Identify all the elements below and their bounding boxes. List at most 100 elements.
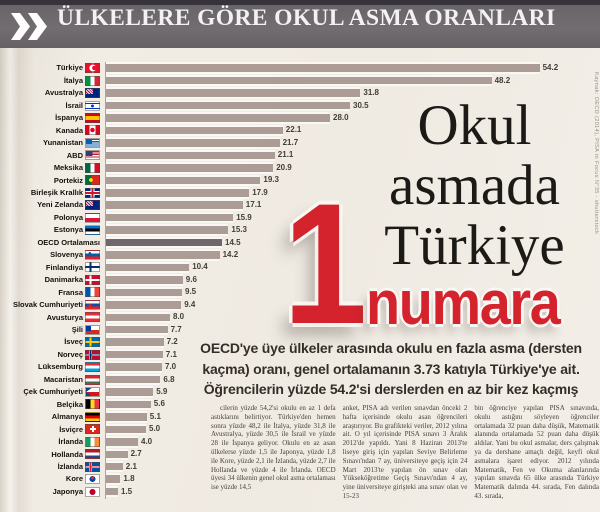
- bar-value: 4.0: [141, 436, 153, 446]
- flag-icon-pl: [85, 212, 100, 223]
- chart-row: Meksika 20.9: [0, 162, 600, 174]
- flag-icon-no: [85, 349, 100, 360]
- flag-icon-au: [85, 88, 100, 99]
- chart-row: Yeni Zelanda 17.1: [0, 199, 600, 211]
- flag-icon-lu: [85, 362, 100, 373]
- bar-value: 9.5: [185, 287, 197, 297]
- country-label: İsrail: [65, 100, 83, 110]
- country-label-group: Avusturya: [0, 312, 103, 323]
- country-label: Slovenya: [50, 250, 83, 260]
- article-columns: cilerin yüzde 54,2'si okulu en az 1 defa…: [211, 404, 599, 510]
- country-label: OECD Ortalaması: [37, 237, 100, 247]
- bar-value: 5.9: [156, 387, 168, 396]
- deck-line-2: kaçma) oranı, genel ortalamanın 3.73 kat…: [202, 360, 580, 377]
- flag-icon-us: [85, 150, 100, 161]
- country-label: Almanya: [51, 412, 83, 422]
- chart-row: Kanada 22.1: [0, 124, 600, 137]
- chart-row: Birleşik Krallık 17.9: [0, 187, 600, 199]
- bar: [106, 87, 361, 99]
- country-label: Japonya: [52, 486, 83, 496]
- bar: [106, 199, 243, 211]
- country-label: Hollanda: [51, 449, 83, 459]
- flag-icon-nz: [85, 200, 100, 211]
- flag-icon-de: [85, 411, 100, 422]
- country-label: Şili: [71, 324, 83, 334]
- bar: [106, 187, 250, 199]
- country-label: Birleşik Krallık: [30, 188, 83, 197]
- chart-row: Fransa 9.5: [0, 286, 600, 299]
- country-label: Norveç: [57, 349, 83, 359]
- country-label: Meksika: [53, 163, 83, 173]
- bar: [106, 137, 280, 149]
- page-fold-shading: [0, 48, 34, 512]
- bar-value: 10.4: [192, 262, 208, 272]
- country-label-group: Norveç: [0, 349, 103, 360]
- chart-row: Almanya 5.1: [0, 411, 600, 423]
- bar: [106, 311, 170, 324]
- bar: [106, 149, 275, 162]
- flag-icon-mx: [85, 162, 100, 173]
- bar: [106, 348, 163, 361]
- deck-line-1: OECD'ye üye ülkeler arasında okulu en fa…: [200, 340, 582, 356]
- country-label-group: ABD: [0, 150, 103, 161]
- country-label-group: Fransa: [0, 287, 103, 298]
- flag-icon-it: [85, 75, 100, 86]
- country-label-group: Portekiz: [0, 175, 103, 186]
- bar-value: 21.7: [282, 137, 299, 147]
- bar: [106, 224, 229, 236]
- bar: [106, 286, 182, 299]
- chart-row: İzlanda 2.1: [0, 460, 600, 473]
- bar-value: 1.8: [123, 474, 135, 484]
- country-label: İsveç: [64, 337, 83, 347]
- bar-value: 7.2: [166, 337, 178, 347]
- bar-value: 17.1: [245, 200, 262, 210]
- flag-icon-gb: [85, 187, 100, 198]
- flag-icon-gr: [85, 137, 100, 148]
- chart-axis-line: [105, 62, 106, 499]
- flag-icon-dk: [85, 274, 100, 285]
- bar-value: 20.9: [276, 162, 292, 172]
- bar-value: 21.1: [277, 150, 294, 160]
- chart-row: Danimarka 9.6: [0, 274, 600, 286]
- chart-row: İsrail 30.5: [0, 99, 600, 112]
- bar-value: 5.6: [153, 399, 165, 409]
- country-label-group: Yunanistan: [0, 137, 103, 148]
- bar-oecd-average: [106, 236, 222, 249]
- bar: [106, 323, 168, 336]
- flag-icon-si: [85, 250, 100, 261]
- headline-line-2: asmada: [389, 154, 560, 217]
- country-label-group: İspanya: [0, 113, 103, 124]
- bar: [106, 299, 182, 311]
- bar: [106, 74, 492, 87]
- bar: [106, 436, 138, 448]
- chart-row: İsviçre 5.0: [0, 423, 600, 436]
- masthead-title: ÜLKELERE GÖRE OKUL ASMA ORANLARI: [57, 5, 556, 31]
- country-label: Çek Cumhuriyeti: [23, 387, 83, 397]
- chart-row: İsveç 7.2: [0, 336, 600, 348]
- bar-value: 8.0: [173, 312, 185, 322]
- country-label-group: OECD Ortalaması: [0, 239, 103, 247]
- oecd-chevrons-icon: [9, 13, 47, 45]
- bar-value: 2.1: [125, 461, 137, 471]
- bar-chart: Türkiye 54.2 İtalya 48.2 Avustralya 31.8 İsrai…: [0, 62, 600, 498]
- flag-icon-ie: [85, 436, 100, 447]
- flag-icon-cz: [85, 387, 100, 397]
- country-label-group: Polonya: [0, 212, 103, 223]
- country-label-group: Slovenya: [0, 250, 103, 261]
- country-label: ABD: [66, 150, 83, 160]
- chart-row: Kore 1.8: [0, 473, 600, 485]
- country-label-group: İrlanda: [0, 436, 103, 447]
- country-label: Yeni Zelanda: [37, 200, 83, 210]
- headline-line-3: Türkiye: [384, 214, 565, 277]
- chart-row: İspanya 28.0: [0, 112, 600, 124]
- country-label-group: İsveç: [0, 337, 103, 348]
- chart-row: Japonya 1.5: [0, 485, 600, 498]
- flag-icon-be: [85, 399, 100, 410]
- flag-icon-pt: [85, 175, 100, 186]
- country-label: Türkiye: [56, 63, 83, 73]
- article-column-3: bin öğrenciye yapılan PISA sınavında, ok…: [474, 404, 599, 500]
- bar: [106, 261, 190, 274]
- top-strip: [0, 0, 600, 5]
- flag-icon-ch: [85, 424, 100, 435]
